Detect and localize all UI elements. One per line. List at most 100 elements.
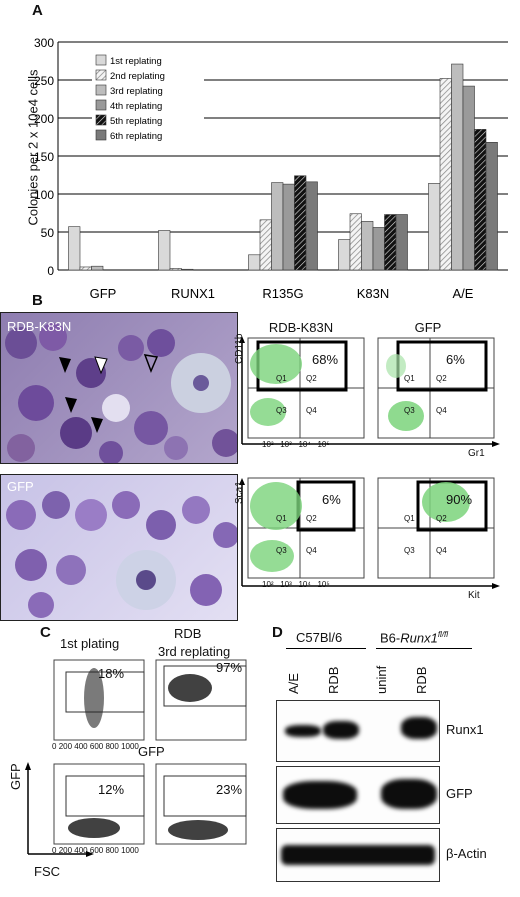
legend-label: 4th replating xyxy=(110,101,162,112)
quad-q2-c: Q2 xyxy=(306,514,317,523)
y-tick-label: 300 xyxy=(34,36,54,50)
x-tick-label: K83N xyxy=(357,286,390,300)
bar xyxy=(485,142,498,271)
bar xyxy=(282,183,295,271)
micrograph-gfp: GFP xyxy=(0,474,238,621)
pct-c-2: 97% xyxy=(216,660,243,675)
bar xyxy=(474,129,487,271)
x-tick-label: A/E xyxy=(453,286,474,300)
bar xyxy=(158,230,171,271)
y-tick-label: 0 xyxy=(47,264,54,278)
quad-q4-d: Q4 xyxy=(436,546,447,555)
blot-label-beta-actin: β-Actin xyxy=(446,846,487,861)
micrograph-label-rdb-k83n: RDB-K83N xyxy=(7,319,72,334)
legend-swatch xyxy=(95,114,107,126)
flow-x-label-gr1: Gr1 xyxy=(468,448,485,459)
legend-label: 6th replating xyxy=(110,131,162,142)
flow-y-label-sca1: Sca1 xyxy=(234,481,245,504)
legend-box xyxy=(92,52,204,148)
flow-plots-b xyxy=(239,336,500,589)
c-col2-title: 3rd replating xyxy=(158,644,231,659)
legend-swatch xyxy=(95,69,107,81)
bar xyxy=(372,227,385,271)
quad-q4-c: Q4 xyxy=(306,546,317,555)
bar xyxy=(169,268,182,271)
c-y-label: GFP xyxy=(8,763,23,790)
blot-beta-actin xyxy=(276,828,440,882)
panel-a-letter: A xyxy=(32,2,43,19)
legend-swatch xyxy=(95,84,107,96)
bar xyxy=(91,265,104,271)
quad-q4-a: Q4 xyxy=(306,406,317,415)
y-tick-label: 200 xyxy=(34,112,54,126)
y-tick-label: 50 xyxy=(41,226,55,240)
x-tick-label: GFP xyxy=(90,286,117,300)
c-x-ticks-top: 0 200 400 600 800 1000 xyxy=(52,742,139,751)
blot-label-gfp: GFP xyxy=(446,786,473,801)
flow-x-label-kit: Kit xyxy=(468,590,480,601)
bar xyxy=(361,221,374,271)
quad-q3-c: Q3 xyxy=(276,546,287,555)
legend-swatch xyxy=(95,99,107,111)
quad-q1-a: Q1 xyxy=(276,374,287,383)
rdb-k83n-cells xyxy=(5,323,237,463)
quad-q1-b: Q1 xyxy=(404,374,415,383)
bar xyxy=(68,226,81,271)
micrograph-rdb-k83n: RDB-K83N xyxy=(0,312,238,464)
flow-title-rdb-k83n: RDB-K83N xyxy=(268,320,334,335)
bar xyxy=(462,85,475,271)
blot-gfp xyxy=(276,766,440,824)
d-group2: B6-Runx1fl/fl xyxy=(380,630,449,646)
bar xyxy=(451,63,464,271)
blot-runx1 xyxy=(276,700,440,762)
d-group1-line xyxy=(286,648,366,649)
legend-label: 2nd replating xyxy=(110,71,165,82)
d-lane-2: RDB xyxy=(326,666,341,694)
d-lane-3: uninf xyxy=(374,665,389,694)
pct-cd11b-gfp: 6% xyxy=(446,352,465,367)
bar xyxy=(79,266,92,271)
quad-q3-d: Q3 xyxy=(404,546,415,555)
quad-q2-b: Q2 xyxy=(436,374,447,383)
y-tick-label: 100 xyxy=(34,188,54,202)
pct-sca1-rdb: 6% xyxy=(322,492,341,507)
quad-q3-b: Q3 xyxy=(404,406,415,415)
x-tick-label: R135G xyxy=(262,286,303,300)
pct-c-1: 18% xyxy=(98,666,125,681)
quad-q1-c: Q1 xyxy=(276,514,287,523)
d-group1: C57Bl/6 xyxy=(296,630,343,645)
bar xyxy=(338,239,351,271)
quad-q2-d: Q2 xyxy=(436,514,447,523)
pct-c-4: 23% xyxy=(216,782,243,797)
y-tick-label: 250 xyxy=(34,74,54,88)
legend-label: 5th replating xyxy=(110,116,162,127)
pct-cd11b-rdb: 68% xyxy=(312,352,339,367)
bar xyxy=(305,181,318,271)
d-lane-1: A/E xyxy=(286,673,301,694)
quad-q4-b: Q4 xyxy=(436,406,447,415)
y-tick-label: 150 xyxy=(34,150,54,164)
bar xyxy=(248,254,261,271)
legend-swatch xyxy=(95,129,107,141)
bar xyxy=(259,219,272,271)
flow-title-gfp: GFP xyxy=(414,320,442,335)
flow-y-label-cd11b: CD11b xyxy=(234,333,245,364)
panel-c-letter: C xyxy=(40,624,51,641)
c-rdb-label: RDB xyxy=(174,626,202,641)
legend-label: 1st replating xyxy=(110,56,162,67)
panel-b-letter: B xyxy=(32,292,43,309)
bar xyxy=(294,175,307,271)
quad-q1-d: Q1 xyxy=(404,514,415,523)
blot-label-runx1: Runx1 xyxy=(446,722,484,737)
d-lane-4: RDB xyxy=(414,666,429,694)
legend-swatch xyxy=(95,54,107,66)
bar xyxy=(349,213,362,271)
panel-d-letter: D xyxy=(272,624,283,641)
pct-sca1-gfp: 90% xyxy=(446,492,473,507)
d-group2-line xyxy=(376,648,472,649)
flow-plots-c xyxy=(25,659,247,857)
bar xyxy=(395,214,408,271)
c-col1-title: 1st plating xyxy=(60,636,120,651)
c-gfp-label: GFP xyxy=(138,744,165,759)
pct-c-3: 12% xyxy=(98,782,125,797)
